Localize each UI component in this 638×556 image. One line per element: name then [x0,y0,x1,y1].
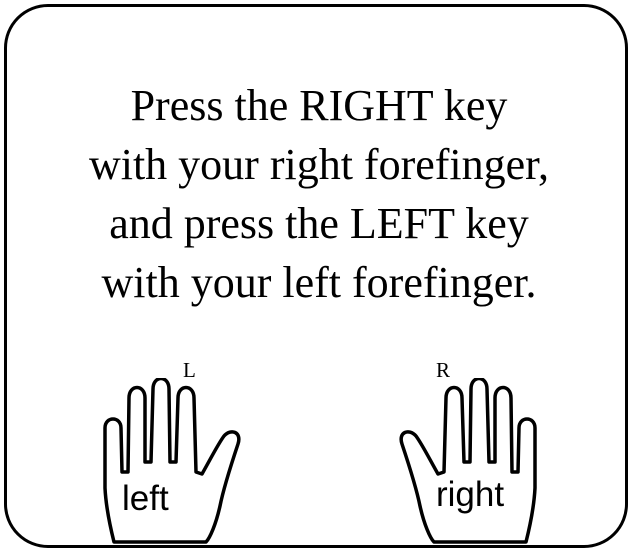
right-hand-label: right [436,475,505,514]
instruction-line-4: with your left forefinger. [101,258,537,307]
instruction-line-2: with your right forefinger, [88,140,550,189]
right-key-letter: R [436,358,451,382]
right-hand: right [392,378,542,550]
instruction-text: Press the RIGHT key with your right fore… [20,76,618,312]
instruction-line-1: Press the RIGHT key [130,81,508,130]
left-hand-label: left [122,479,169,518]
left-hand: left [98,378,248,550]
right-hand-icon [399,378,537,544]
left-hand-icon [103,378,241,544]
left-key-letter: L [183,358,196,382]
instruction-line-3: and press the LEFT key [109,199,529,248]
